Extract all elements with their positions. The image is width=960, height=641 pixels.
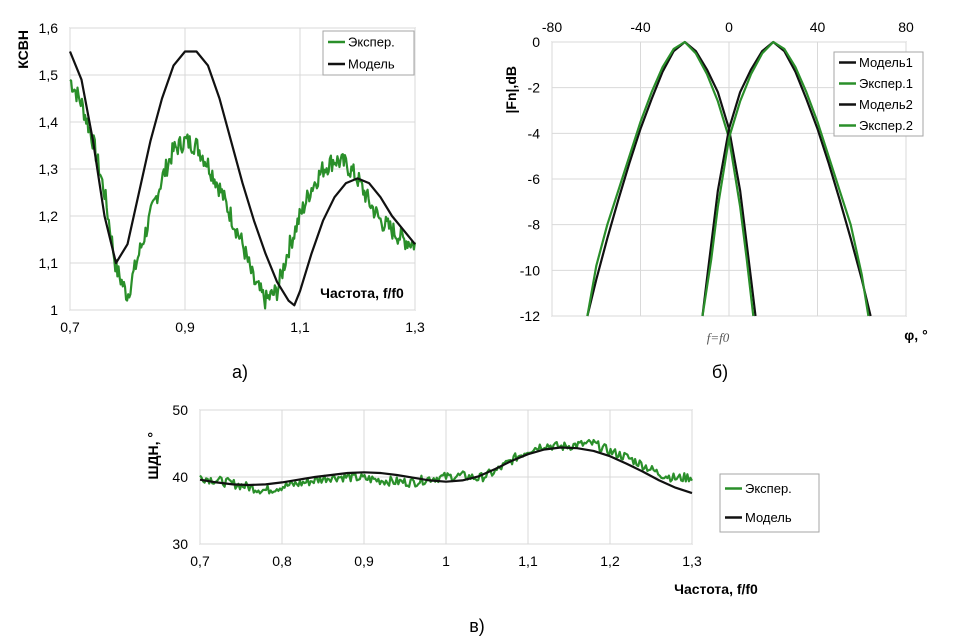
- legend-label: Экспер.: [745, 481, 792, 496]
- y-tick-label: -8: [528, 217, 541, 233]
- x-tick-label: 80: [898, 19, 914, 35]
- x-tick-label: 0,7: [190, 553, 210, 569]
- x-tick-label: 0,9: [175, 319, 195, 335]
- y-tick-label: 1,2: [39, 208, 59, 224]
- chart-panel-2: -80 -40 0 40 80 0 -2 -4 -6 -8 -10 -12 |Fn|,dB φ, ° f=f…: [503, 19, 928, 382]
- x-tick-label: -80: [542, 19, 562, 35]
- series-line-Экспер.: [69, 79, 417, 310]
- y-tick-label: 1,3: [39, 161, 59, 177]
- annotation-label: f=f0: [707, 330, 730, 345]
- panel-caption: в): [469, 616, 485, 636]
- series-line-Модель: [68, 50, 416, 307]
- y-tick-label: 1,5: [39, 67, 59, 83]
- x-axis-title: Частота, f/f0: [674, 581, 758, 597]
- legend-box: [719, 473, 820, 533]
- legend-label: Модель2: [859, 97, 913, 112]
- legend-label: Экспер.1: [859, 76, 913, 91]
- legend-label: Экспер.: [348, 35, 395, 50]
- x-tick-label: 1,2: [600, 553, 620, 569]
- panel-caption: б): [712, 362, 728, 382]
- y-tick-label: -10: [520, 262, 540, 278]
- y-tick-label: 30: [172, 536, 188, 552]
- x-tick-label: 40: [810, 19, 826, 35]
- x-tick-label: 1,1: [290, 319, 310, 335]
- legend: Модель1 Экспер.1 Модель2 Экспер.2: [833, 51, 924, 137]
- series-line-Модель2: [701, 40, 872, 317]
- series-line-Экспер.1: [586, 40, 755, 317]
- y-tick-label: 1,4: [39, 114, 59, 130]
- chart-panel-3: 0,7 0,8 0,9 1 1,1 1,2 1,3 30 40 50 ШДН, ° Частота, …: [145, 402, 820, 636]
- legend-box: [833, 51, 924, 137]
- x-tick-label: 0,8: [272, 553, 292, 569]
- chart-panel-1: 0,7 0,9 1,1 1,3 1 1,1 1,2 1,3 1,4 1,5 1,6 КСВН Часто…: [15, 20, 425, 382]
- series-line-Модель: [199, 446, 693, 495]
- series-line-Экспер.2: [701, 40, 870, 317]
- series-line-Модель1: [586, 40, 757, 317]
- y-tick-label: -4: [528, 125, 541, 141]
- legend-label: Модель: [745, 510, 792, 525]
- y-axis-title: |Fn|,dB: [503, 66, 519, 114]
- y-tick-label: -6: [528, 171, 541, 187]
- y-axis-title: КСВН: [15, 30, 31, 69]
- x-tick-label: 1,3: [405, 319, 425, 335]
- y-tick-label: -12: [520, 308, 540, 324]
- y-axis-title: ШДН, °: [145, 432, 161, 480]
- x-tick-label: 1,3: [682, 553, 702, 569]
- legend-box: [322, 30, 415, 76]
- x-tick-label: 1,1: [518, 553, 538, 569]
- y-tick-label: 0: [532, 34, 540, 50]
- x-tick-label: 0,7: [60, 319, 80, 335]
- x-tick-label: 0,9: [354, 553, 374, 569]
- legend-label: Модель: [348, 57, 395, 72]
- y-tick-label: 1,1: [39, 255, 59, 271]
- y-tick-label: 1,6: [39, 20, 59, 36]
- legend-label: Экспер.2: [859, 118, 913, 133]
- x-tick-label: 1: [442, 553, 450, 569]
- x-tick-label: 0: [725, 19, 733, 35]
- x-axis-title: Частота, f/f0: [320, 285, 404, 301]
- legend-label: Модель1: [859, 55, 913, 70]
- y-tick-label: 40: [172, 469, 188, 485]
- x-axis-title: φ, °: [904, 327, 927, 343]
- y-tick-label: -2: [528, 80, 541, 96]
- legend: Экспер. Модель: [322, 30, 415, 76]
- x-tick-label: -40: [630, 19, 650, 35]
- y-tick-label: 50: [172, 402, 188, 418]
- series-line-Экспер.: [199, 438, 693, 495]
- panel-caption: а): [232, 362, 248, 382]
- legend: Экспер. Модель: [719, 473, 820, 533]
- y-tick-label: 1: [50, 302, 58, 318]
